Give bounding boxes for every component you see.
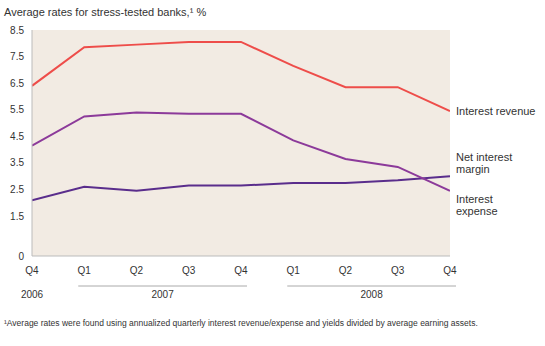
svg-text:0: 0 bbox=[18, 251, 24, 262]
html-text:¹Average rates were found usin: ¹Average rates were found using annualiz… bbox=[4, 318, 478, 328]
svg-text:1.5: 1.5 bbox=[10, 211, 24, 222]
svg-text:Q2: Q2 bbox=[339, 265, 353, 276]
svg-text:6.5: 6.5 bbox=[10, 78, 24, 89]
svg-text:2006: 2006 bbox=[21, 289, 44, 300]
svg-text:Q3: Q3 bbox=[391, 265, 405, 276]
svg-text:Q1: Q1 bbox=[287, 265, 301, 276]
svg-text:Interestexpense: Interestexpense bbox=[456, 193, 498, 217]
svg-text:5.5: 5.5 bbox=[10, 104, 24, 115]
svg-text:2.5: 2.5 bbox=[10, 184, 24, 195]
svg-text:4.5: 4.5 bbox=[10, 131, 24, 142]
svg-text:Q1: Q1 bbox=[78, 265, 92, 276]
svg-text:Net interestmargin: Net interestmargin bbox=[456, 151, 512, 175]
svg-text:Interest revenue: Interest revenue bbox=[456, 105, 536, 117]
svg-text:7.5: 7.5 bbox=[10, 51, 24, 62]
svg-text:Q3: Q3 bbox=[182, 265, 196, 276]
svg-text:8.5: 8.5 bbox=[10, 25, 24, 36]
svg-text:2007: 2007 bbox=[152, 289, 175, 300]
svg-text:2008: 2008 bbox=[361, 289, 384, 300]
svg-text:Q4: Q4 bbox=[234, 265, 248, 276]
svg-text:Q2: Q2 bbox=[130, 265, 144, 276]
svg-text:Q4: Q4 bbox=[25, 265, 39, 276]
svg-text:Q4: Q4 bbox=[443, 265, 457, 276]
html-text:Average rates for stress-teste: Average rates for stress-tested banks,¹ … bbox=[4, 6, 207, 18]
svg-text:3.5: 3.5 bbox=[10, 157, 24, 168]
